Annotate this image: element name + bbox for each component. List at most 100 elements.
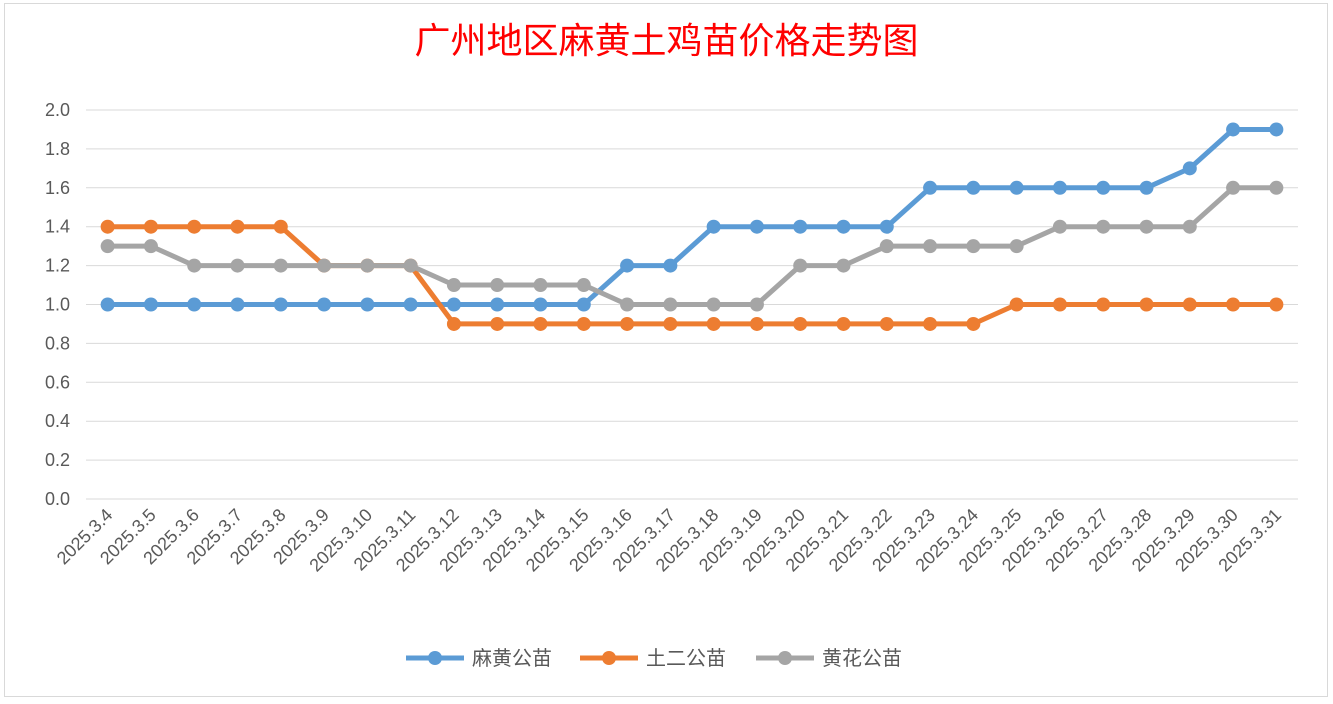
data-point xyxy=(273,219,288,234)
data-point xyxy=(1139,180,1154,195)
data-point xyxy=(446,316,461,331)
data-point xyxy=(793,258,808,273)
data-point xyxy=(446,278,461,293)
data-point xyxy=(749,297,764,312)
data-point xyxy=(1009,180,1024,195)
y-tick-label: 1.6 xyxy=(45,178,70,198)
data-point xyxy=(923,180,938,195)
data-point xyxy=(966,239,981,254)
y-axis-ticks: 0.0 0.2 0.4 0.6 0.8 1.0 1.2 1.4 1.6 1.8 2.0 xyxy=(45,100,70,509)
data-point xyxy=(187,297,202,312)
legend-item: 黄花公苗 xyxy=(756,646,902,670)
data-point xyxy=(100,219,115,234)
data-point xyxy=(576,278,591,293)
data-point xyxy=(273,258,288,273)
data-point xyxy=(620,258,635,273)
data-point xyxy=(1182,161,1197,176)
series-1 xyxy=(100,122,1284,312)
legend-label: 黄花公苗 xyxy=(822,646,902,670)
data-point xyxy=(793,316,808,331)
data-point xyxy=(1269,297,1284,312)
data-point xyxy=(1139,297,1154,312)
data-point xyxy=(879,316,894,331)
data-point xyxy=(230,258,245,273)
series-line xyxy=(105,224,1279,327)
data-point xyxy=(923,316,938,331)
data-point xyxy=(317,297,332,312)
data-point xyxy=(576,316,591,331)
data-point xyxy=(836,258,851,273)
y-tick-label: 0.6 xyxy=(45,372,70,392)
data-point xyxy=(1052,180,1067,195)
data-point xyxy=(576,297,591,312)
data-point xyxy=(403,258,418,273)
data-point xyxy=(793,219,808,234)
data-point xyxy=(966,316,981,331)
data-point xyxy=(663,258,678,273)
data-point xyxy=(1096,219,1111,234)
data-point xyxy=(1226,122,1241,137)
data-point xyxy=(663,316,678,331)
data-point xyxy=(1139,219,1154,234)
series-line xyxy=(105,127,1279,307)
legend-label: 麻黄公苗 xyxy=(472,646,552,670)
data-point xyxy=(1226,180,1241,195)
series-3 xyxy=(100,180,1284,312)
data-point xyxy=(490,316,505,331)
chart-title: 广州地区麻黄土鸡苗价格走势图 xyxy=(414,21,919,62)
data-point xyxy=(446,297,461,312)
data-point xyxy=(836,219,851,234)
y-tick-label: 1.8 xyxy=(45,139,70,159)
data-point xyxy=(879,239,894,254)
legend-marker xyxy=(602,651,616,665)
data-point xyxy=(1009,297,1024,312)
data-point xyxy=(187,219,202,234)
data-point xyxy=(230,297,245,312)
data-point xyxy=(1269,122,1284,137)
data-point xyxy=(706,219,721,234)
data-point xyxy=(1009,239,1024,254)
data-point xyxy=(879,219,894,234)
y-tick-label: 0.0 xyxy=(45,489,70,509)
data-point xyxy=(749,316,764,331)
data-point xyxy=(1182,219,1197,234)
legend-label: 土二公苗 xyxy=(646,646,726,670)
data-point xyxy=(923,239,938,254)
data-point xyxy=(100,239,115,254)
series-layer xyxy=(100,122,1284,331)
data-point xyxy=(1269,180,1284,195)
data-point xyxy=(620,297,635,312)
legend-item: 麻黄公苗 xyxy=(406,646,552,670)
series-2 xyxy=(100,219,1284,331)
y-tick-label: 1.0 xyxy=(45,295,70,315)
data-point xyxy=(317,258,332,273)
y-tick-label: 0.8 xyxy=(45,333,70,353)
y-tick-label: 0.4 xyxy=(45,411,70,431)
data-point xyxy=(836,316,851,331)
data-point xyxy=(360,258,375,273)
data-point xyxy=(533,278,548,293)
data-point xyxy=(1096,180,1111,195)
data-point xyxy=(100,297,115,312)
data-point xyxy=(490,297,505,312)
legend-marker xyxy=(428,651,442,665)
legend-marker xyxy=(778,651,792,665)
y-tick-label: 2.0 xyxy=(45,100,70,120)
chart-frame xyxy=(4,3,1328,697)
legend: 麻黄公苗 土二公苗 黄花公苗 xyxy=(406,646,902,670)
data-point xyxy=(533,297,548,312)
data-point xyxy=(620,316,635,331)
data-point xyxy=(533,316,548,331)
data-point xyxy=(706,316,721,331)
data-point xyxy=(273,297,288,312)
y-tick-label: 0.2 xyxy=(45,450,70,470)
data-point xyxy=(360,297,375,312)
data-point xyxy=(1226,297,1241,312)
data-point xyxy=(966,180,981,195)
y-tick-label: 1.2 xyxy=(45,256,70,276)
data-point xyxy=(187,258,202,273)
data-point xyxy=(403,297,418,312)
x-axis-ticks: 2025.3.42025.3.52025.3.62025.3.72025.3.8… xyxy=(53,505,1285,576)
data-point xyxy=(143,239,158,254)
